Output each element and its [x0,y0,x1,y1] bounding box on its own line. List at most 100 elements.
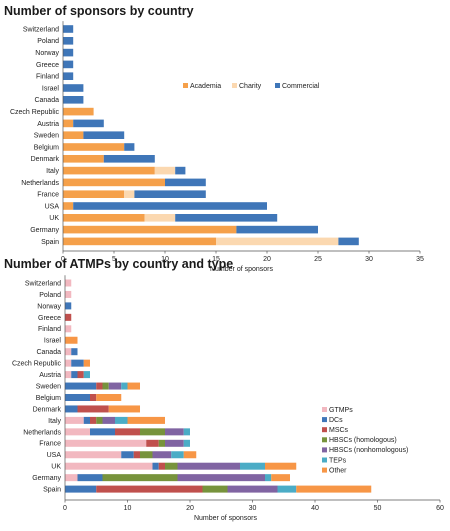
bar-segment [90,394,97,401]
category-label: USA [45,203,60,210]
bar-segment [63,178,165,187]
bar-segment [152,462,159,470]
bar-segment [63,237,216,246]
bar-segment [63,166,155,175]
legend-swatch [322,467,327,473]
legend-label: Academia [190,83,221,90]
category-label: Poland [37,38,59,45]
bar-segment [63,202,74,210]
bar-segment [65,485,97,493]
bar-segment [90,428,115,436]
x-tick-label: 5 [112,256,116,263]
bar-segment [140,428,165,436]
bar-segment [140,451,153,459]
chart-title: Number of ATMPs by country and type [4,257,233,271]
bar-segment [102,416,115,424]
bar-segment [65,371,72,379]
category-label: Sweden [34,133,59,140]
bar-segment [183,428,190,436]
category-label: Austria [37,121,59,128]
bar-segment [103,155,155,163]
x-tick-label: 15 [212,256,220,263]
category-label: Belgium [36,395,61,402]
bar-segment [115,416,128,424]
bar-segment [338,237,359,246]
bar-segment [63,60,74,69]
bar-segment [265,462,297,470]
bar-segment [144,214,176,222]
x-tick-label: 20 [186,505,194,512]
x-tick-label: 35 [416,256,424,263]
category-label: France [37,192,59,199]
bar-segment [73,119,104,128]
bar-segment [96,394,122,401]
category-label: Greece [38,315,61,322]
chart-title: Number of sponsors by country [4,4,194,18]
bar-segment [63,96,84,104]
x-tick-label: 30 [249,505,257,512]
bar-segment [77,474,103,482]
category-label: Netherlands [21,180,59,187]
bar-segment [83,416,90,424]
legend-swatch [322,447,327,453]
bar-segment [63,190,125,198]
legend-label: Commercial [282,83,320,90]
bar-segment [121,382,128,390]
bar-segment [63,84,84,92]
bar-segment [146,439,159,447]
bar-segment [177,462,240,470]
bar-segment [154,166,176,175]
category-label: Italy [48,418,61,425]
bar-segment [65,290,72,298]
bar-segment [133,451,140,459]
bar-segment [175,214,278,222]
legend-swatch [275,83,280,88]
bar-segment [63,48,74,57]
category-label: Canada [36,349,61,356]
bar-segment [227,485,278,493]
bar-segment [134,190,206,198]
bar-segment [65,451,122,459]
bar-segment [171,451,184,459]
bar-segment [115,428,140,436]
legend-label: Other [329,467,347,474]
x-tick-label: 0 [61,256,65,263]
legend-swatch [322,417,327,423]
legend-swatch [322,427,327,433]
bar-segment [183,439,190,447]
category-label: UK [49,215,59,222]
bar-segment [127,416,165,424]
legend-swatch [322,457,327,463]
bar-segment [65,279,72,287]
category-label: Finland [36,74,59,81]
atmps-by-country-and-type-chart: Number of ATMPs by country and type Switz… [4,257,444,522]
category-label: UK [51,464,61,471]
bar-segment [216,237,339,246]
legend-label: HBSCs (homologous) [329,437,397,444]
category-label: Germany [30,227,59,234]
category-label: Poland [39,292,61,299]
category-label: Denmark [33,406,62,413]
x-tick-label: 40 [311,505,319,512]
x-tick-label: 10 [124,505,132,512]
category-label: Austria [39,372,61,379]
bar-segment [96,416,103,424]
legend-swatch [322,437,327,443]
bar-segment [108,382,122,390]
bar-segment [127,382,140,390]
bar-segment [236,225,318,234]
legend: Academia Charity Commercial [183,83,320,90]
legend-label: GTMPs [329,407,353,414]
bar-segment [158,462,165,470]
legend-label: Charity [239,83,262,90]
bar-segment [73,202,267,210]
bar-segment [96,382,103,390]
bar-segment [65,348,72,356]
x-tick-label: 30 [365,256,373,263]
category-label: Canada [34,97,59,104]
bar-segment [102,382,109,390]
bar-segment [65,439,147,447]
bar-segment [63,214,145,222]
bar-segment [83,359,90,367]
